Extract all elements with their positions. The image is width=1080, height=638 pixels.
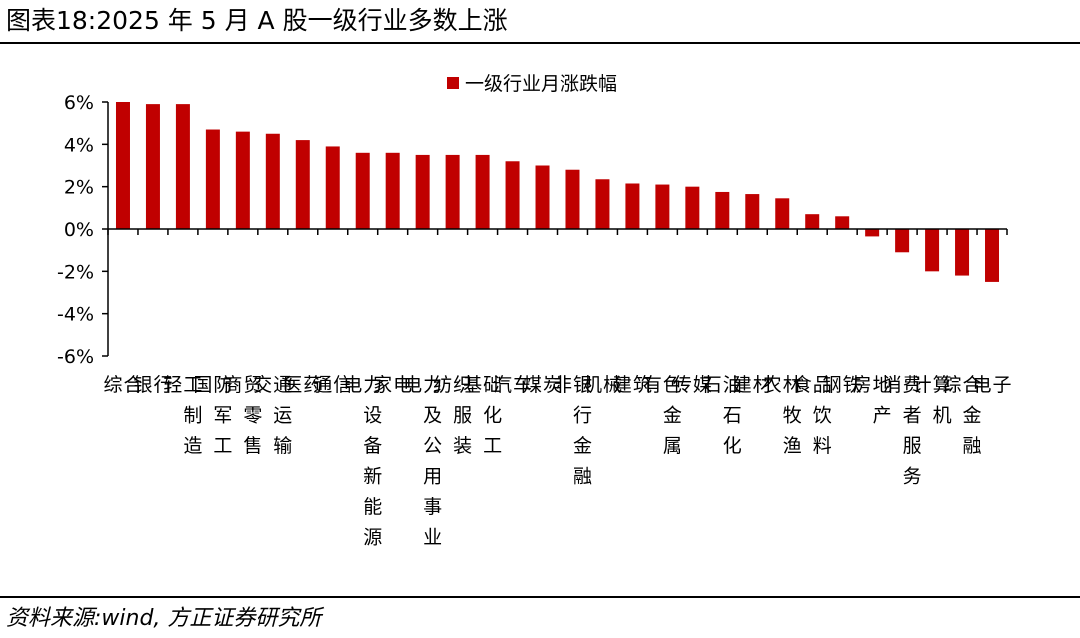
category-label: 消费者服务 xyxy=(883,374,922,488)
category-label: 石油石化 xyxy=(703,374,742,457)
bar xyxy=(955,229,970,276)
bar xyxy=(475,154,490,229)
category-label: 电力及公用事业 xyxy=(403,374,442,549)
category-label: 综合金融 xyxy=(943,374,982,457)
category-label: 农林牧渔 xyxy=(763,374,802,457)
category-label: 纺织服装 xyxy=(433,374,472,457)
y-tick-label: 0% xyxy=(64,219,94,241)
bar xyxy=(535,165,550,229)
bar xyxy=(355,152,370,229)
bar xyxy=(865,229,880,237)
bar xyxy=(415,154,430,229)
category-label: 电力设备新能源 xyxy=(343,374,382,549)
category-label: 通信 xyxy=(313,374,352,396)
category-label: 家电 xyxy=(373,374,412,396)
bar xyxy=(205,129,220,229)
bar xyxy=(565,169,580,229)
y-tick-label: -6% xyxy=(57,346,94,368)
category-label: 煤炭 xyxy=(523,374,562,396)
bar xyxy=(775,198,790,229)
y-tick-label: -2% xyxy=(57,261,94,283)
category-label: 传媒 xyxy=(673,374,712,396)
bar xyxy=(295,140,310,229)
category-label: 建筑 xyxy=(613,374,652,396)
category-label: 计算机 xyxy=(913,374,952,427)
category-label: 机械 xyxy=(583,374,622,396)
bar xyxy=(715,191,730,229)
bar xyxy=(175,104,190,229)
y-tick-label: 2% xyxy=(64,177,94,199)
category-label: 医药 xyxy=(283,374,322,396)
y-tick-label: -4% xyxy=(57,304,94,326)
bar xyxy=(325,146,340,229)
bar xyxy=(805,214,820,229)
legend-swatch xyxy=(447,77,459,89)
category-label: 综合 xyxy=(103,374,142,396)
bar xyxy=(655,184,670,229)
bar xyxy=(985,229,1000,282)
legend-label: 一级行业月涨跌幅 xyxy=(465,73,617,95)
title-divider xyxy=(0,42,1080,44)
source-note: 资料来源:wind, 方正证券研究所 xyxy=(6,606,322,631)
bar xyxy=(385,152,400,229)
category-labels: 综合银行轻工制造国防军工商贸零售交通运输医药通信电力设备新能源家电电力及公用事业… xyxy=(103,374,1011,549)
category-label: 轻工制造 xyxy=(163,374,202,457)
category-label: 有色金属 xyxy=(643,374,682,457)
category-label: 电子 xyxy=(973,374,1012,396)
bars-group xyxy=(115,102,1000,282)
bar xyxy=(445,154,460,229)
footer-divider xyxy=(0,596,1080,598)
bar xyxy=(625,183,640,229)
bar xyxy=(925,229,940,272)
chart-title: 图表18:2025 年 5 月 A 股一级行业多数上涨 xyxy=(6,6,508,35)
bar xyxy=(265,133,280,229)
bar xyxy=(505,161,520,229)
category-label: 商贸零售 xyxy=(223,374,262,457)
bar xyxy=(685,186,700,229)
y-tick-label: 6% xyxy=(64,92,94,114)
bar xyxy=(145,104,160,229)
bar xyxy=(895,229,910,253)
bar xyxy=(745,194,760,229)
y-tick-label: 4% xyxy=(64,134,94,156)
category-label: 银行 xyxy=(133,374,172,396)
bar xyxy=(235,131,250,229)
category-label: 基础化工 xyxy=(463,374,502,457)
category-label: 房地产 xyxy=(853,374,892,427)
category-label: 建材 xyxy=(733,374,772,396)
category-label: 国防军工 xyxy=(193,374,232,457)
category-label: 交通运输 xyxy=(253,374,292,457)
category-label: 汽车 xyxy=(493,374,532,396)
chart-legend: 一级行业月涨跌幅 xyxy=(447,73,617,95)
category-label: 钢铁 xyxy=(823,374,862,396)
bar xyxy=(835,216,850,229)
bar-chart: 一级行业月涨跌幅 6% 4% 2% 0% -2% -4% -6% 综合银行轻工制造国防军工商… xyxy=(57,73,1012,549)
y-axis: 6% 4% 2% 0% -2% -4% -6% xyxy=(57,92,109,368)
bar xyxy=(595,179,610,229)
bar xyxy=(115,102,130,229)
x-axis xyxy=(107,228,1008,235)
category-label: 食品饮料 xyxy=(793,374,832,457)
category-label: 非银行金融 xyxy=(553,374,592,488)
